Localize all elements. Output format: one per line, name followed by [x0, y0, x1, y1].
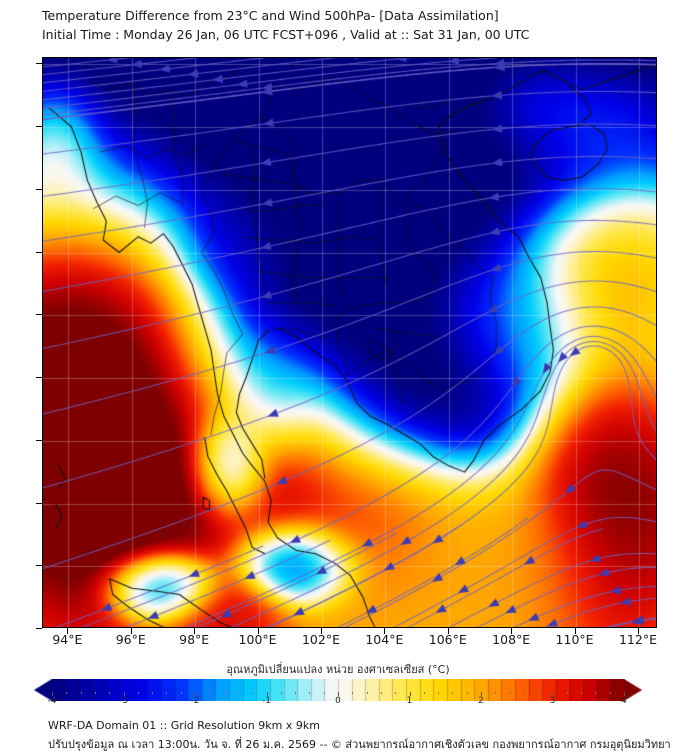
- colorbar-minor-tick: [609, 692, 611, 694]
- colorbar-minor-tick: [252, 692, 254, 694]
- y-axis-tick-mark: [36, 188, 42, 190]
- colorbar-minor-tick: [166, 692, 168, 694]
- colorbar-label: อุณหภูมิเปลี่ยนแปลง หน่วย องศาเซลเซียส (…: [226, 663, 450, 676]
- colorbar-tick-label: 1: [406, 696, 413, 706]
- y-axis-tick-mark: [36, 439, 42, 441]
- colorbar-block: อุณหภูมิเปลี่ยนแปลง หน่วย องศาเซลเซียส (…: [0, 660, 676, 710]
- colorbar-minor-tick: [237, 692, 239, 694]
- colorbar-minor-tick: [137, 692, 139, 694]
- y-axis-tick-mark: [36, 502, 42, 504]
- colorbar-minor-tick: [295, 692, 297, 694]
- colorbar-tick-mark: [481, 692, 482, 696]
- footer-block: WRF-DA Domain 01 :: Grid Resolution 9km …: [48, 716, 671, 755]
- x-axis-tick-mark: [257, 628, 259, 634]
- colorbar-minor-tick: [595, 692, 597, 694]
- colorbar-minor-tick: [80, 692, 82, 694]
- x-axis-tick-label: 102°E: [301, 632, 340, 647]
- colorbar-tick-label: -2: [190, 696, 200, 706]
- coastline-streamline-overlay-canvas: [43, 58, 656, 627]
- colorbar-minor-tick: [94, 692, 96, 694]
- colorbar-tick-mark: [338, 692, 339, 696]
- colorbar-tick-label: 3: [549, 696, 556, 706]
- y-axis-tick-mark: [36, 314, 42, 316]
- x-axis-tick-mark: [320, 628, 322, 634]
- colorbar-minor-tick: [66, 692, 68, 694]
- colorbar-minor-tick: [109, 692, 111, 694]
- colorbar-tick-mark: [195, 692, 196, 696]
- x-axis-tick-label: 108°E: [492, 632, 531, 647]
- colorbar-minor-tick: [209, 692, 211, 694]
- colorbar-minor-tick: [223, 692, 225, 694]
- x-axis-tick-label: 112°E: [618, 632, 657, 647]
- x-axis-tick-label: 104°E: [365, 632, 404, 647]
- colorbar-minor-tick: [395, 692, 397, 694]
- colorbar-minor-tick: [566, 692, 568, 694]
- colorbar-tick-mark: [52, 692, 53, 696]
- x-axis-tick-mark: [194, 628, 196, 634]
- footer-line-1: WRF-DA Domain 01 :: Grid Resolution 9km …: [48, 719, 320, 732]
- colorbar-tick-label: -4: [47, 696, 57, 706]
- x-axis-tick-label: 96°E: [115, 632, 146, 647]
- colorbar-tick-mark: [409, 692, 411, 696]
- colorbar-tick-label: 0: [335, 696, 341, 706]
- y-axis-tick-mark: [36, 63, 42, 65]
- colorbar-minor-tick: [438, 692, 440, 694]
- x-axis-tick-label: 94°E: [52, 632, 83, 647]
- colorbar-tick-label: -1: [262, 696, 271, 706]
- y-axis-tick-mark: [36, 377, 42, 378]
- colorbar-minor-tick: [581, 692, 583, 694]
- colorbar-tick-mark: [552, 692, 554, 696]
- y-axis-tick-mark: [36, 126, 42, 128]
- x-axis-tick-mark: [384, 628, 386, 634]
- colorbar-minor-tick: [523, 692, 525, 694]
- colorbar-tick-label: -3: [119, 696, 128, 706]
- x-axis-tick-mark: [511, 628, 513, 634]
- colorbar-tick-mark: [266, 692, 268, 696]
- title-line-1: Temperature Difference from 23°C and Win…: [42, 8, 499, 23]
- x-axis-tick-label: 100°E: [238, 632, 277, 647]
- chart-title-block: Temperature Difference from 23°C and Win…: [42, 6, 662, 45]
- x-axis-tick-label: 106°E: [428, 632, 467, 647]
- colorbar-canvas: [34, 679, 642, 701]
- colorbar-minor-tick: [538, 692, 540, 694]
- colorbar-minor-tick: [180, 692, 182, 694]
- colorbar-minor-tick: [280, 692, 282, 694]
- colorbar-tick-label: 2: [478, 696, 484, 706]
- y-axis-tick-mark: [36, 565, 42, 567]
- colorbar-minor-tick: [366, 692, 368, 694]
- colorbar-minor-tick: [509, 692, 511, 694]
- title-line-2: Initial Time : Monday 26 Jan, 06 UTC FCS…: [42, 27, 530, 43]
- colorbar-tick-mark: [123, 692, 125, 696]
- colorbar-minor-tick: [495, 692, 497, 694]
- x-axis-tick-mark: [67, 628, 69, 634]
- colorbar-minor-tick: [423, 692, 425, 694]
- colorbar-tick-label: 4: [621, 696, 627, 706]
- colorbar-minor-tick: [352, 692, 354, 694]
- x-axis-tick-label: 98°E: [179, 632, 210, 647]
- y-axis-tick-mark: [36, 251, 42, 253]
- colorbar-tick-mark: [624, 692, 625, 696]
- colorbar-minor-tick: [466, 692, 468, 694]
- colorbar-minor-tick: [452, 692, 454, 694]
- map-plot-area: [42, 57, 657, 628]
- y-axis-tick-mark: [36, 628, 42, 629]
- colorbar-minor-tick: [380, 692, 382, 694]
- x-axis-tick-mark: [574, 628, 576, 634]
- x-axis-tick-mark: [447, 628, 449, 634]
- x-axis-tick-mark: [130, 628, 132, 634]
- x-axis-tick-label: 110°E: [555, 632, 594, 647]
- colorbar-minor-tick: [323, 692, 325, 694]
- colorbar-minor-tick: [152, 692, 154, 694]
- colorbar-minor-tick: [309, 692, 311, 694]
- footer-line-2: ปรับปรุงข้อมูล ณ เวลา 13:00น. วัน จ. ที่…: [48, 738, 671, 752]
- x-axis-tick-mark: [637, 628, 639, 634]
